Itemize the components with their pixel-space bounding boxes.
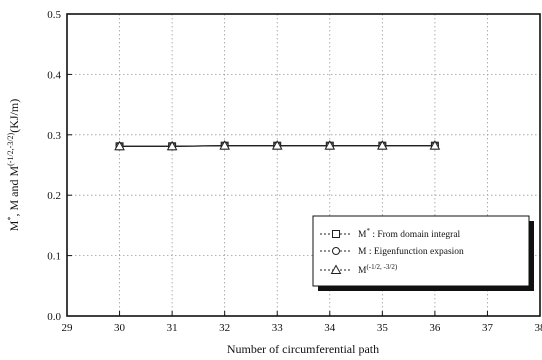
y-tick-label: 0.2 — [47, 190, 61, 202]
grid — [67, 14, 540, 316]
x-tick-label: 34 — [324, 322, 336, 334]
x-tick-label: 37 — [482, 322, 494, 334]
triangle-marker — [324, 140, 336, 150]
legend-entry: M* : From domain integral — [320, 227, 461, 240]
y-label-sup2: (-1/2,-3/2) — [6, 132, 15, 165]
y-label-sup1: * — [6, 217, 15, 221]
x-tick-label: 29 — [62, 322, 74, 334]
legend-label: M(-1/2, -3/2) — [358, 263, 398, 276]
triangle-marker — [271, 140, 283, 150]
y-label-mid: , M and M — [7, 166, 21, 217]
series-layer — [114, 140, 441, 151]
triangle-marker — [219, 140, 231, 150]
y-label-m1: M — [7, 220, 21, 231]
x-tick-label: 38 — [535, 322, 542, 334]
y-label-unit: (KJ/m) — [7, 99, 21, 133]
legend-entry: M : Eigenfunction expasion — [320, 246, 464, 257]
triangle-marker — [330, 264, 342, 274]
x-tick-label: 31 — [167, 322, 178, 334]
y-tick-label: 0.0 — [47, 311, 61, 323]
x-tick-label: 32 — [219, 322, 230, 334]
y-tick-label: 0.5 — [47, 9, 61, 21]
y-axis-label: M*, M and M(-1/2,-3/2)(KJ/m) — [6, 99, 21, 231]
triangle-marker — [114, 140, 125, 151]
x-axis-label: Number of circumferential path — [227, 342, 379, 356]
series-triangle — [114, 140, 441, 151]
legend-entry: M(-1/2, -3/2) — [320, 263, 398, 276]
y-tick-label: 0.4 — [47, 69, 61, 81]
y-tick-label: 0.1 — [47, 251, 61, 263]
legend-label: M* : From domain integral — [358, 227, 461, 240]
square-marker — [332, 230, 340, 238]
triangle-marker — [376, 140, 388, 150]
y-tick-label: 0.3 — [47, 130, 61, 142]
x-tick-label: 36 — [429, 322, 441, 334]
legend: M* : From domain integral M : Eigenfuncti… — [312, 215, 534, 291]
axis-ticks: 29 30 31 32 33 34 35 36 37 38 0.0 0.1 0.2 0.3 0.4 0.5 — [47, 9, 542, 334]
triangle-marker — [429, 140, 441, 150]
x-tick-label: 33 — [272, 322, 284, 334]
legend-label: M : Eigenfunction expasion — [358, 246, 464, 257]
plot-frame — [66, 13, 541, 317]
triangle-marker — [166, 140, 178, 151]
x-tick-label: 30 — [114, 322, 126, 334]
circle-marker — [332, 247, 340, 255]
x-tick-label: 35 — [377, 322, 389, 334]
